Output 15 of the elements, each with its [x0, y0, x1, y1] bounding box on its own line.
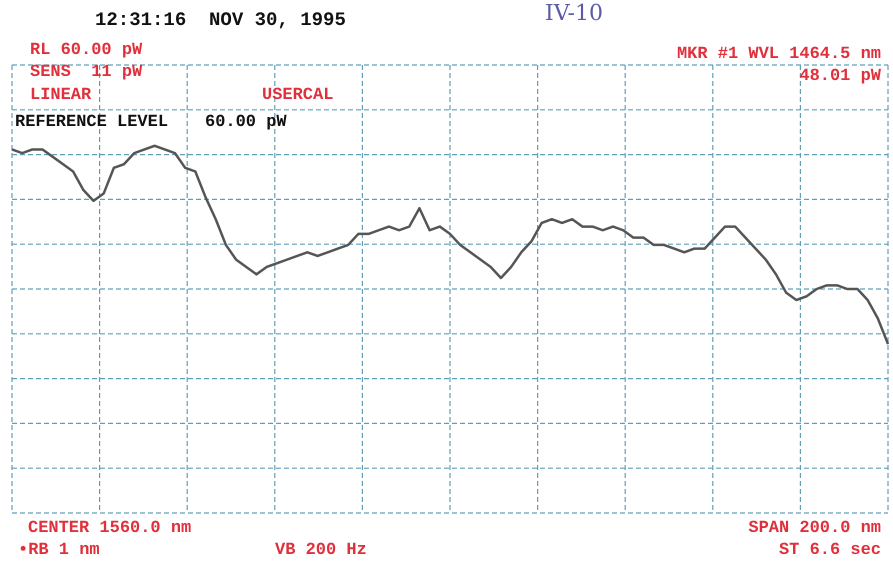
- text: RL 60.00 pW: [30, 41, 142, 61]
- text: VB 200 Hz: [275, 541, 367, 561]
- text: REFERENCE LEVEL: [15, 113, 168, 133]
- text: ST 6.6 sec: [778, 541, 881, 561]
- text: 12:31:16 NOV 30, 1995: [95, 9, 346, 31]
- text: 60.00 pW: [205, 113, 287, 133]
- text: SPAN 200.0 nm: [748, 519, 881, 539]
- text: LINEAR: [30, 86, 92, 106]
- text: 48.01 pW: [799, 67, 881, 87]
- text: USERCAL: [262, 86, 334, 106]
- text: •RB 1 nm: [18, 541, 100, 561]
- text: MKR #1 WVL 1464.5 nm: [676, 45, 881, 65]
- text: IV-10: [545, 1, 603, 26]
- text: CENTER 1560.0 nm: [28, 519, 192, 539]
- text: SENS 11 pW: [30, 63, 142, 83]
